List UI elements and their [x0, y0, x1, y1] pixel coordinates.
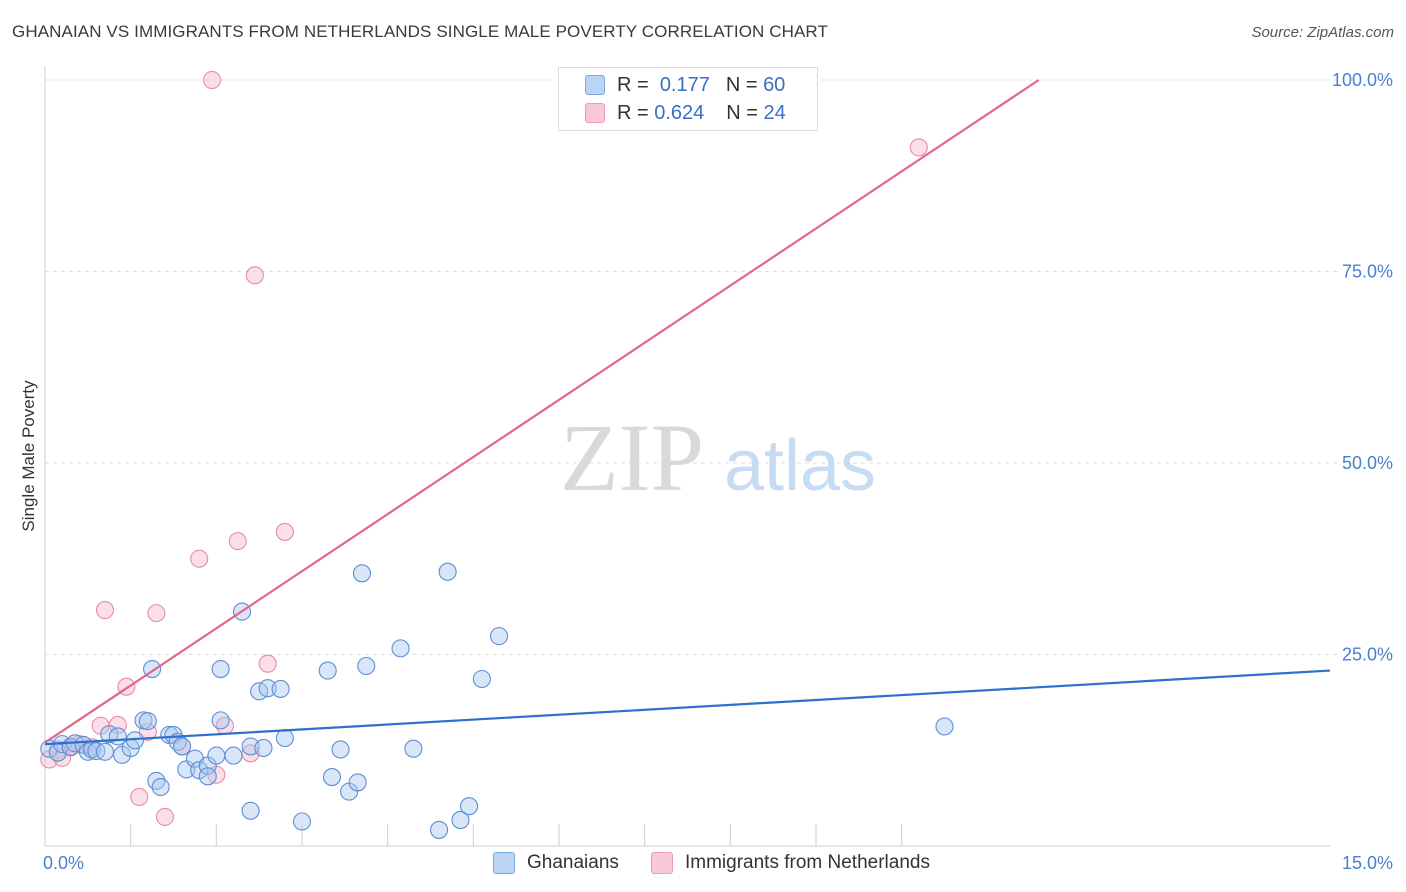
y-tick-label: 100.0% — [1332, 70, 1393, 90]
ghanaians-point — [391, 639, 410, 658]
legend-row-ghanaians: R = 0.177 N = 60 — [585, 72, 785, 98]
series-legend: Ghanaians Immigrants from Netherlands — [0, 852, 1406, 878]
grid-lines — [45, 79, 1338, 655]
ghanaians-point — [211, 660, 230, 679]
netherlands-point — [95, 601, 115, 620]
netherlands-point — [190, 549, 209, 568]
ghanaians-point — [935, 717, 954, 736]
ghanaians-point — [241, 801, 260, 820]
watermark-atlas: atlas — [724, 426, 876, 506]
legend-label: Ghanaians — [527, 852, 619, 873]
ghanaians-point — [430, 820, 449, 839]
legend-n-label: N = — [725, 73, 758, 96]
legend-swatch-blue — [493, 852, 515, 874]
y-tick-label: 50.0% — [1342, 453, 1393, 473]
legend-r-label: R = — [617, 101, 649, 124]
ghanaians-point — [459, 797, 479, 816]
netherlands-point — [203, 70, 222, 90]
ghanaians-point — [331, 740, 350, 759]
ghanaians-point — [352, 564, 372, 583]
ghanaians-point — [292, 812, 312, 831]
x-tick-label-max: 15.0% — [1342, 853, 1393, 873]
legend-item-netherlands[interactable]: Immigrants from Netherlands — [651, 852, 930, 874]
ghanaians-point — [318, 661, 337, 680]
ghanaians-point — [275, 728, 294, 748]
ghanaians-point — [254, 738, 273, 758]
axis-labels: 25.0% 50.0% 75.0% 100.0% 0.0% 15.0% Single Mal… — [19, 70, 1393, 873]
ghanaians-point — [151, 777, 170, 797]
correlation-legend: R = 0.177 N = 60 R = 0.624 N = 24 — [558, 67, 818, 131]
netherlands-point — [228, 532, 247, 551]
axes — [44, 66, 1330, 847]
netherlands-point — [245, 266, 264, 285]
ghanaians-point — [271, 679, 290, 699]
watermark: ZIP atlas — [560, 404, 876, 511]
ghanaians-point — [173, 737, 192, 756]
y-tick-label: 25.0% — [1342, 645, 1393, 665]
ghanaians-point — [472, 669, 491, 689]
ghanaians-point — [95, 742, 115, 761]
ghanaians-point — [489, 627, 509, 646]
chart-title: GHANAIAN VS IMMIGRANTS FROM NETHERLANDS … — [12, 22, 828, 41]
series-ghanaians-points — [40, 562, 954, 839]
x-tick-label-min: 0.0% — [43, 853, 84, 873]
ghanaians-point — [357, 656, 376, 676]
legend-swatch-pink — [651, 852, 673, 874]
legend-label: Immigrants from Netherlands — [685, 852, 930, 873]
netherlands-point — [155, 807, 174, 826]
legend-n-value: 60 — [763, 73, 786, 96]
ghanaians-trend-line — [44, 669, 1331, 746]
netherlands-point — [258, 654, 277, 673]
netherlands-point — [147, 604, 166, 623]
ghanaians-point — [404, 739, 423, 758]
ghanaians-point — [348, 773, 367, 792]
ghanaians-point — [224, 746, 243, 765]
legend-item-ghanaians[interactable]: Ghanaians — [493, 852, 619, 874]
watermark-zip: ZIP — [560, 404, 704, 511]
y-axis-label: Single Male Poverty — [19, 380, 38, 532]
legend-n-label: N = — [726, 101, 758, 124]
ghanaians-point — [207, 746, 226, 765]
trend-lines — [44, 79, 1331, 746]
ghanaians-point — [322, 768, 342, 787]
netherlands-point — [909, 138, 928, 157]
legend-row-netherlands: R = 0.624 N = 24 — [585, 100, 786, 126]
netherlands-point — [130, 787, 149, 807]
legend-r-label: R = — [617, 73, 649, 96]
ghanaians-point — [138, 712, 157, 731]
legend-r-value: 0.177 — [659, 73, 710, 96]
ghanaians-point — [438, 562, 457, 581]
ghanaians-point — [198, 767, 217, 786]
ghanaians-point — [451, 810, 470, 830]
legend-r-value: 0.624 — [654, 101, 705, 124]
ghanaians-point — [211, 711, 230, 730]
legend-swatch-blue — [585, 75, 605, 95]
netherlands-trend-line — [44, 79, 1040, 744]
y-tick-label: 75.0% — [1342, 262, 1393, 282]
netherlands-point — [138, 722, 157, 741]
source-label: Source: ZipAtlas.com — [1251, 24, 1394, 41]
netherlands-point — [275, 522, 294, 541]
legend-n-value: 24 — [763, 101, 786, 124]
legend-swatch-pink — [585, 103, 605, 123]
ghanaians-point — [258, 679, 277, 698]
